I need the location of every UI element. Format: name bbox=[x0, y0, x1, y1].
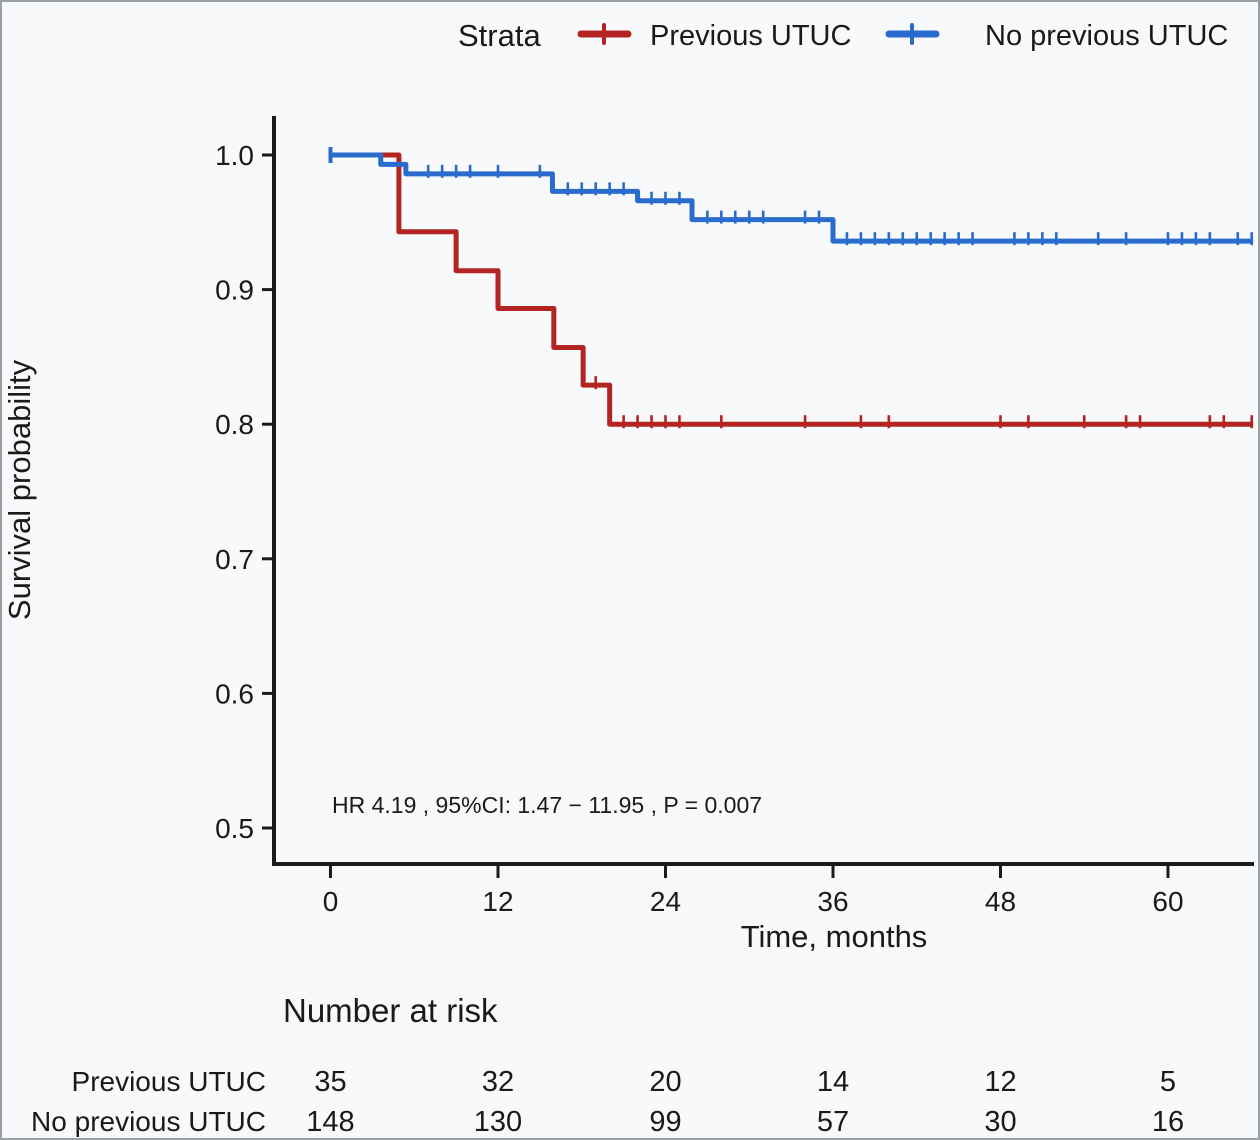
y-tick-label: 1.0 bbox=[215, 140, 254, 171]
risk-table: Number at risk Previous UTUC No previous… bbox=[31, 992, 1184, 1138]
risk-count: 16 bbox=[1152, 1106, 1184, 1138]
legend-label-previous-utuc: Previous UTUC bbox=[650, 20, 851, 52]
risk-row-label-previous-utuc: Previous UTUC bbox=[72, 1066, 266, 1097]
risk-count: 99 bbox=[649, 1106, 681, 1138]
risk-count: 35 bbox=[314, 1066, 346, 1098]
y-tick-label: 0.7 bbox=[215, 544, 254, 575]
y-axis-title: Survival probability bbox=[2, 359, 37, 620]
risk-table-title: Number at risk bbox=[283, 992, 498, 1029]
legend-label-no-previous-utuc: No previous UTUC bbox=[985, 20, 1228, 52]
y-axis-ticks: 1.0 0.9 0.8 0.7 0.6 0.5 bbox=[215, 140, 275, 844]
y-tick-label: 0.9 bbox=[215, 275, 254, 306]
x-tick-label: 24 bbox=[650, 886, 681, 917]
y-tick-label: 0.6 bbox=[215, 678, 254, 709]
risk-table-values: 35 32 20 14 12 5 148 130 99 57 30 16 bbox=[306, 1066, 1184, 1138]
risk-count: 14 bbox=[817, 1066, 849, 1098]
risk-count: 20 bbox=[649, 1066, 681, 1098]
risk-row-label-no-previous-utuc: No previous UTUC bbox=[31, 1106, 266, 1137]
risk-count: 12 bbox=[984, 1066, 1016, 1098]
x-axis-ticks: 0 12 24 36 48 60 bbox=[323, 864, 1184, 917]
risk-count: 148 bbox=[306, 1106, 354, 1138]
risk-count: 5 bbox=[1160, 1066, 1176, 1098]
x-tick-label: 12 bbox=[482, 886, 513, 917]
plot-panel: 1.0 0.9 0.8 0.7 0.6 0.5 0 12 24 36 48 60 Survival … bbox=[2, 116, 1254, 954]
legend: Strata Previous UTUC No previous UTUC bbox=[458, 18, 1228, 53]
hr-annotation: HR 4.19 , 95%CI: 1.47 − 11.95 , P = 0.00… bbox=[332, 792, 762, 818]
risk-count: 32 bbox=[482, 1066, 514, 1098]
x-axis-title: Time, months bbox=[741, 919, 928, 954]
y-tick-label: 0.5 bbox=[215, 813, 254, 844]
x-tick-label: 36 bbox=[817, 886, 848, 917]
risk-count: 30 bbox=[984, 1106, 1016, 1138]
km-step-curve bbox=[330, 152, 1254, 427]
risk-count: 130 bbox=[474, 1106, 522, 1138]
legend-title: Strata bbox=[458, 18, 541, 53]
x-tick-label: 60 bbox=[1152, 886, 1183, 917]
risk-count: 57 bbox=[817, 1106, 849, 1138]
x-tick-label: 0 bbox=[323, 886, 339, 917]
y-tick-label: 0.8 bbox=[215, 409, 254, 440]
survival-curves bbox=[328, 147, 1254, 429]
x-tick-label: 48 bbox=[985, 886, 1016, 917]
